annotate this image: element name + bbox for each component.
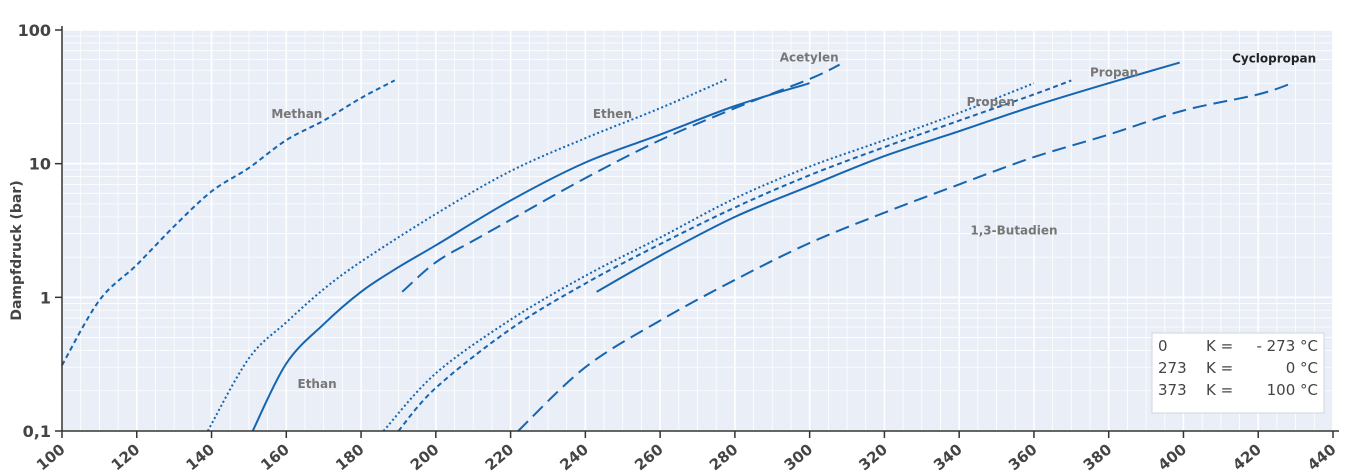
note-kelvin: 373 (1158, 381, 1187, 399)
note-equals: K = (1206, 381, 1233, 399)
y-tick-label: 10 (29, 155, 51, 174)
x-tick-label: 360 (1005, 440, 1041, 474)
x-tick-label: 260 (631, 440, 667, 474)
y-axis-title: Dampfdruck (bar) (9, 180, 25, 320)
note-equals: K = (1206, 337, 1233, 355)
series-layer (61, 61, 1293, 432)
x-tick-label: 340 (930, 440, 966, 474)
curve-label: Ethan (298, 377, 337, 391)
series-line-ethan (251, 82, 810, 432)
x-tick-label: 180 (332, 440, 368, 474)
conversion-note-box (1151, 332, 1325, 414)
grid (61, 29, 1334, 432)
series-line-propan (397, 79, 1072, 432)
note-equals: K = (1206, 359, 1233, 377)
x-tick-label: 400 (1154, 440, 1190, 474)
curve-label: Propen (967, 95, 1015, 109)
x-tick-label: 100 (33, 440, 69, 474)
note-kelvin: 273 (1158, 359, 1187, 377)
y-tick-label: 0,1 (23, 422, 51, 441)
x-tick-label: 320 (855, 440, 891, 474)
note-kelvin: 0 (1158, 337, 1168, 355)
x-tick-label: 380 (1080, 440, 1116, 474)
curve-label: Ethen (593, 107, 632, 121)
conversion-note: 0 K = - 273 °C 273 K = 0 °C 373 K = 100 °C (1151, 332, 1325, 414)
curve-label: 1,3-Butadien (970, 224, 1057, 238)
note-celsius: - 273 °C (1256, 337, 1318, 355)
x-tick-label: 300 (781, 440, 817, 474)
series-line-acetylen (401, 63, 841, 293)
x-tick-label: 140 (183, 440, 219, 474)
curve-label: Cyclopropan (1232, 52, 1316, 66)
x-tick-label: 440 (1304, 440, 1340, 474)
x-tick-label: 220 (482, 440, 518, 474)
curve-label: Propan (1090, 65, 1138, 79)
x-tick-label: 200 (407, 440, 443, 474)
note-celsius: 0 °C (1286, 359, 1318, 377)
series-line-propen (382, 82, 1035, 432)
x-tick-label: 420 (1229, 440, 1265, 474)
y-tick-label: 100 (18, 21, 51, 40)
y-tick-label: 1 (40, 288, 51, 307)
series-line-methan (61, 79, 396, 366)
x-tick-label: 240 (556, 440, 592, 474)
curve-label: Acetylen (780, 51, 839, 65)
curve-labels: Methan Ethen Acetylen Ethan Propen Propan Cycl… (271, 51, 1316, 391)
curve-label: Methan (271, 107, 322, 121)
x-tick-label: 280 (706, 440, 742, 474)
series-line-cyclopropan (596, 61, 1180, 293)
series-line-1-3-butadien (517, 82, 1293, 432)
x-tick-label: 120 (108, 440, 144, 474)
note-celsius: 100 °C (1267, 381, 1318, 399)
x-tick-label: 160 (257, 440, 293, 474)
